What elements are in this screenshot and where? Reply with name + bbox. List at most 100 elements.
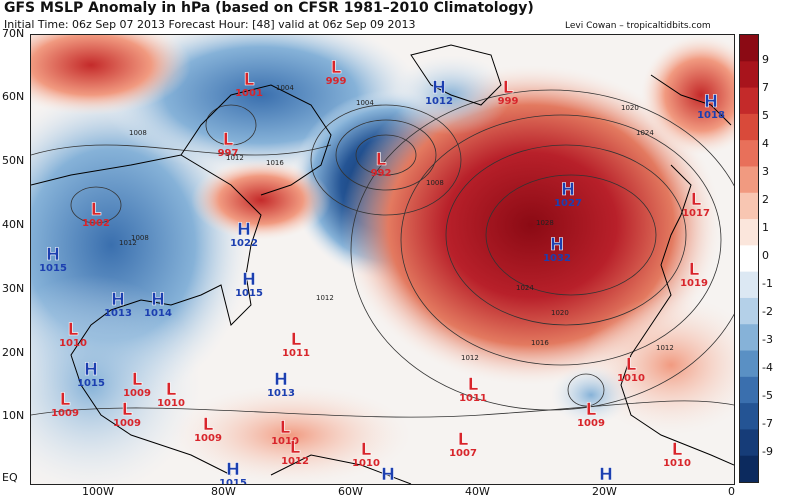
colorbar-label: 9 (762, 53, 769, 66)
center-value: 1010 (157, 398, 185, 409)
center-symbol: H (111, 290, 125, 310)
coastlines (30, 44, 735, 485)
center-symbol: H (151, 290, 165, 310)
latitude-label: 70N (2, 27, 25, 40)
map-frame: L 1001 L 999 H 1012 L 999 H 1018 L 997 L 992 H 1027 L 101… (0, 15, 761, 495)
center-value: 1013 (267, 388, 295, 399)
center-symbol: L (122, 400, 133, 420)
latitude-label: 60N (2, 90, 25, 103)
isobar-label: 1012 (316, 294, 334, 302)
isobar-label: 1012 (226, 154, 244, 162)
coast-north-america (30, 154, 262, 476)
coast-greenland (410, 44, 502, 106)
center-symbol: L (331, 58, 342, 78)
isobar-label: 1012 (656, 344, 674, 352)
isobar-label: 1016 (266, 159, 284, 167)
latitude-label: EQ (2, 471, 18, 484)
colorbar-label: -5 (762, 389, 773, 402)
center-value: 1010 (271, 436, 299, 447)
colorbar-label: -7 (762, 417, 773, 430)
center-symbol: L (468, 375, 479, 395)
latitude-label: 20N (2, 346, 25, 359)
longitude-label: 100W (82, 485, 114, 498)
isobar-label: 1008 (129, 129, 147, 137)
center-symbol: H (274, 370, 288, 390)
latitude-label: 30N (2, 282, 25, 295)
colorbar-swatches (740, 35, 758, 483)
colorbar-label: -9 (762, 445, 773, 458)
colorbar-swatch (740, 113, 758, 141)
center-symbol: L (60, 390, 71, 410)
colorbar-swatch (740, 35, 758, 62)
center-value: 1010 (663, 458, 691, 469)
center-symbol: H (46, 245, 60, 265)
longitude-label: 40W (465, 485, 490, 498)
center-value: 1007 (449, 448, 477, 459)
center-symbol: H (84, 360, 98, 380)
center-value: 1032 (543, 253, 571, 264)
colorbar-swatch (740, 245, 758, 273)
isobar-1028 (485, 174, 657, 296)
isobar-label: 1008 (426, 179, 444, 187)
center-symbol: L (586, 400, 597, 420)
colorbar-label: -4 (762, 361, 773, 374)
colorbar-label: 0 (762, 249, 769, 262)
anomaly-southamerica-pink (171, 385, 411, 485)
center-value: 1018 (697, 110, 725, 121)
latitude-label: 40N (2, 218, 25, 231)
center-value: 1013 (104, 308, 132, 319)
center-value: 997 (218, 148, 239, 159)
colorbar-swatch (740, 87, 758, 115)
colorbar-label: 5 (762, 109, 769, 122)
colorbar-label: -3 (762, 333, 773, 346)
center-value: 1010 (352, 458, 380, 469)
colorbar-swatch (740, 271, 758, 299)
isobar-low-1008 (310, 104, 462, 216)
center-symbol: L (166, 380, 177, 400)
isobar-label: 1024 (516, 284, 534, 292)
colorbar (739, 34, 759, 483)
longitude-label: 20W (592, 485, 617, 498)
isobar-label: 1016 (531, 339, 549, 347)
isobar-low-1000 (335, 119, 437, 191)
isobar-north-1008 (30, 144, 332, 156)
center-value: 1002 (82, 218, 110, 229)
isobar-tropical-1012 (30, 400, 735, 418)
center-symbol: H (550, 235, 564, 255)
isobar-label: 1012 (119, 239, 137, 247)
center-symbol: L (290, 438, 301, 458)
center-value: 1011 (459, 393, 487, 404)
center-symbol: H (237, 220, 251, 240)
colorbar-swatch (740, 166, 758, 194)
isobar-label: 1008 (131, 234, 149, 242)
center-symbol: L (458, 430, 469, 450)
isobar-low-992 (355, 134, 417, 176)
center-symbol: L (691, 190, 702, 210)
center-symbol: H (432, 78, 446, 98)
isobar-label: 1020 (621, 104, 639, 112)
longitude-label: 80W (211, 485, 236, 498)
colorbar-swatch (740, 455, 758, 483)
center-symbol: H (381, 465, 395, 484)
center-symbol: H (599, 465, 613, 484)
isobar-label: 1024 (636, 129, 654, 137)
map-title: GFS MSLP Anomaly in hPa (based on CFSR 1… (4, 0, 534, 16)
isobar-label: 1012 (461, 354, 479, 362)
colorbar-swatch (740, 61, 758, 89)
